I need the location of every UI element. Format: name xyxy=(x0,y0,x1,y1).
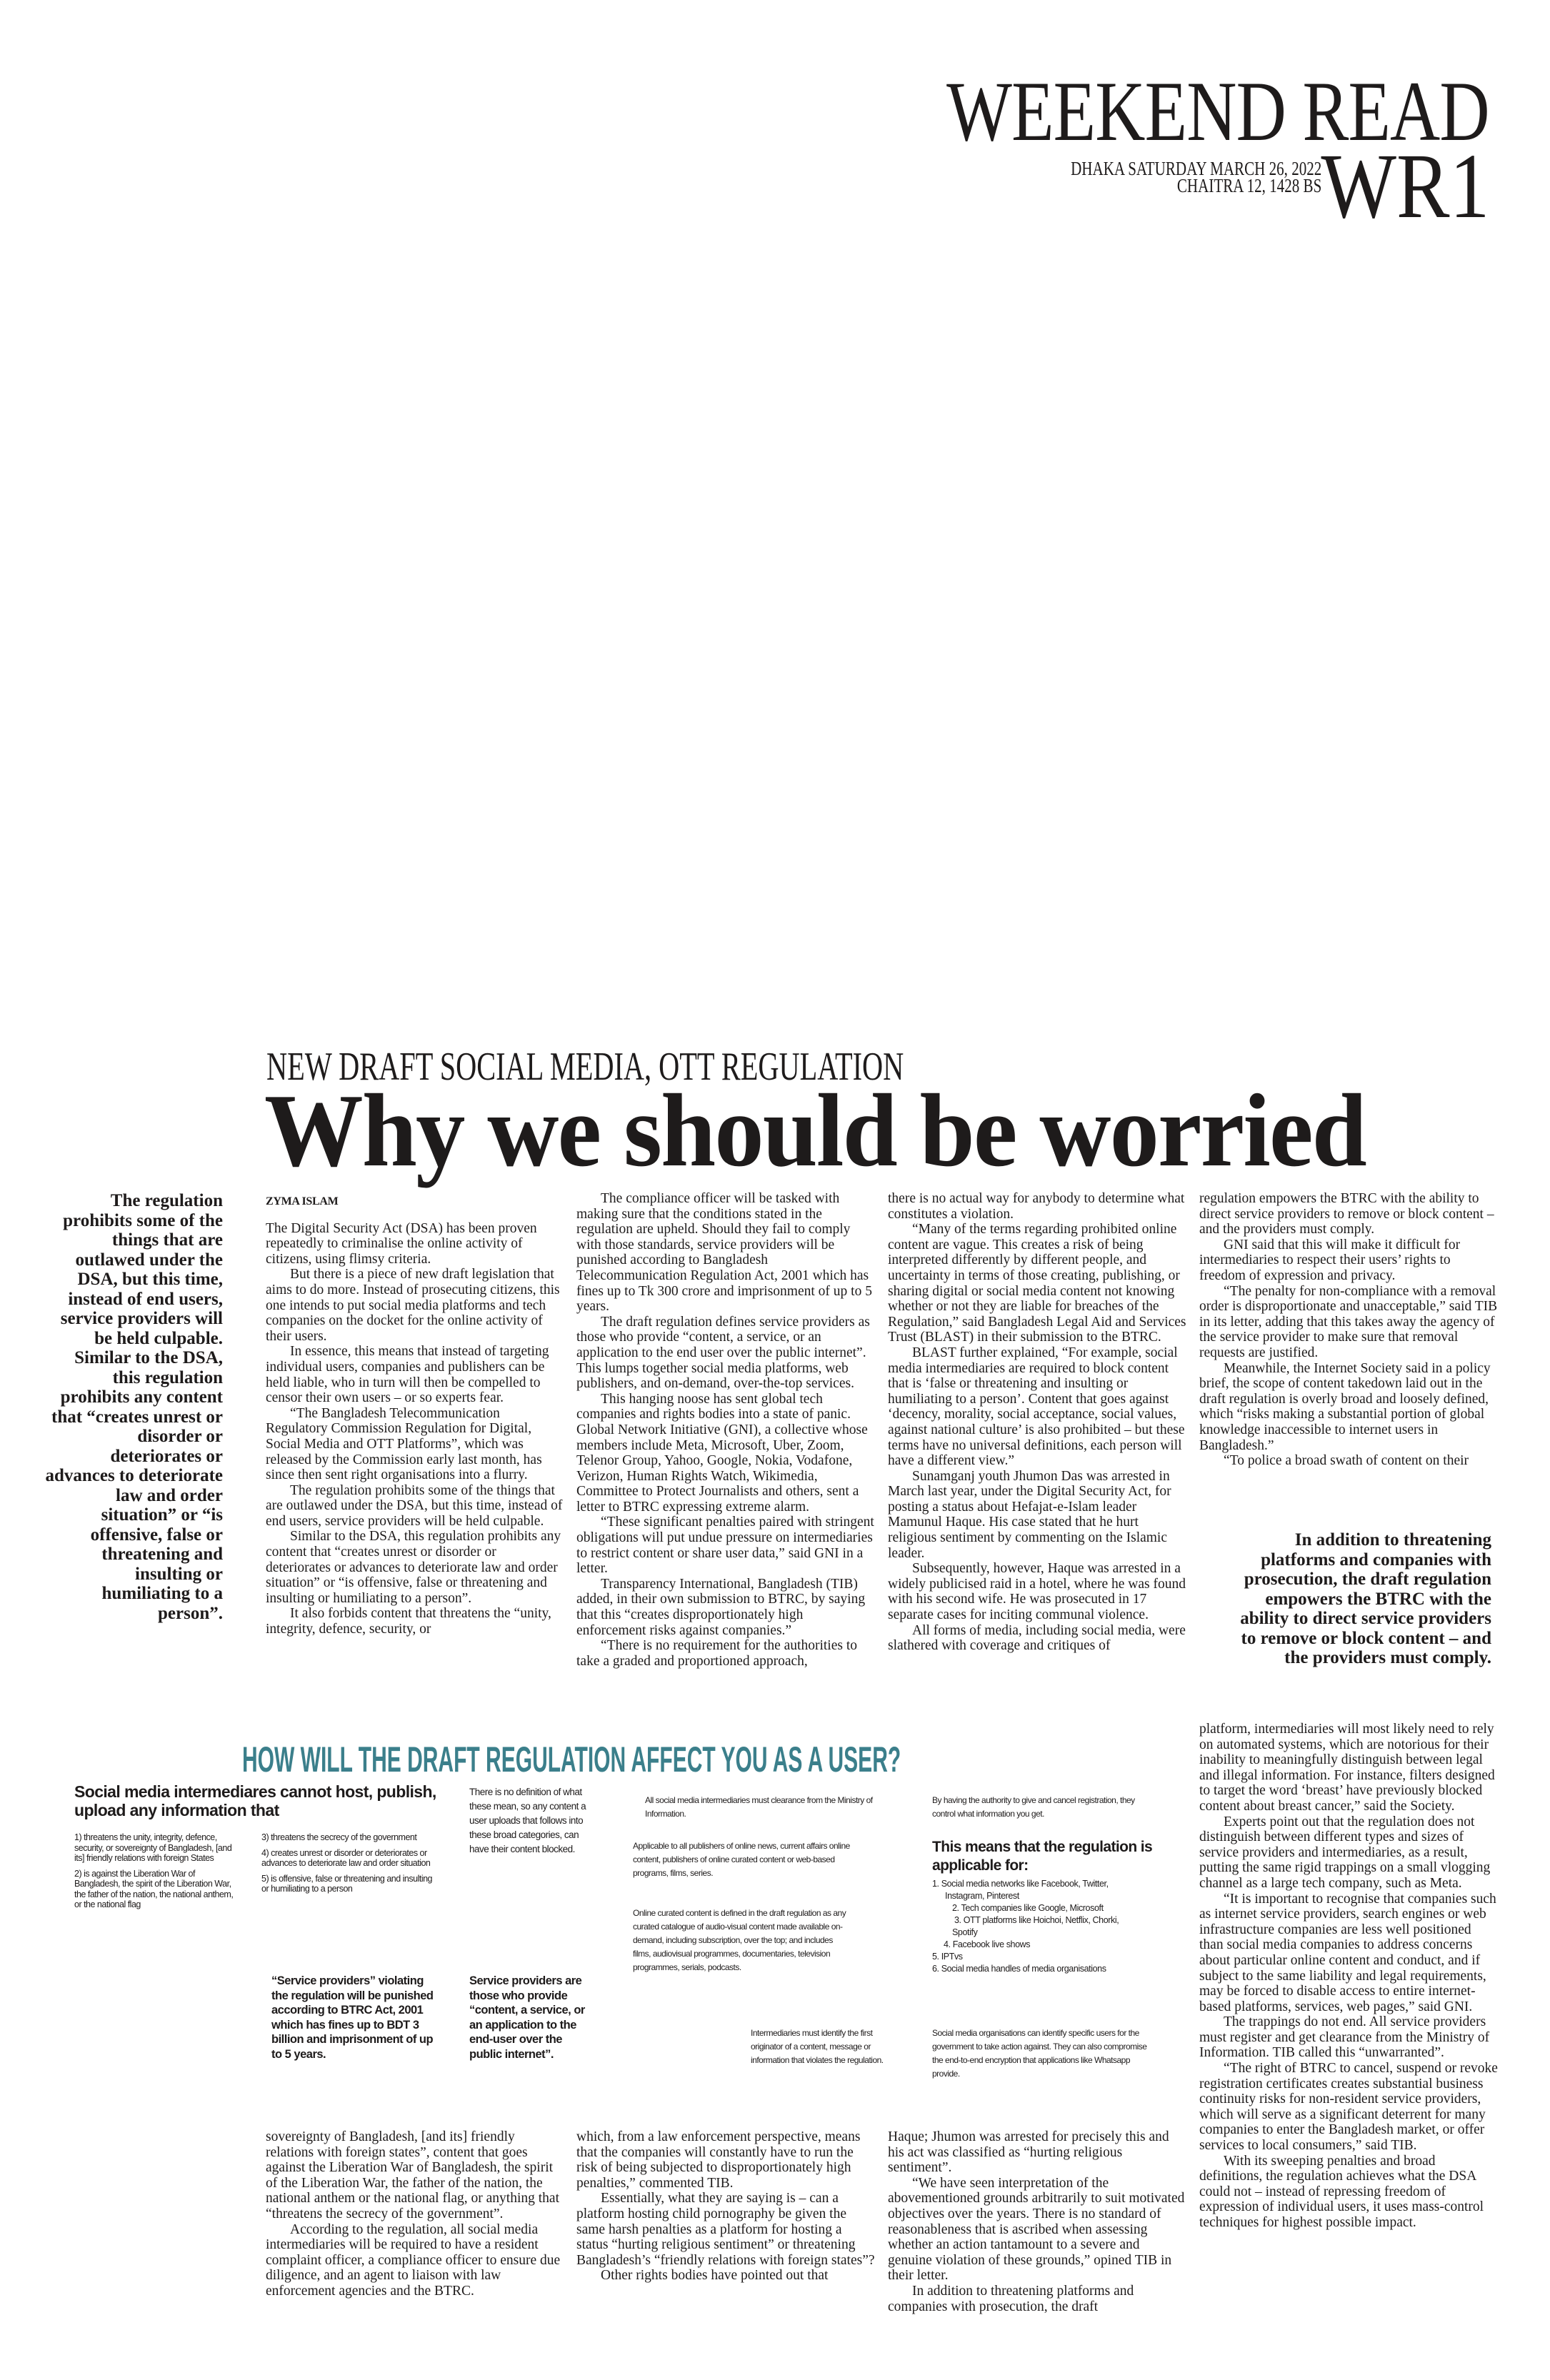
prohibited-heading: Social media intermediares cannot host, … xyxy=(74,1782,436,1819)
infographic-title: HOW WILL THE DRAFT REGULATION AFFECT YOU… xyxy=(242,1739,901,1779)
column-2-bottom: which, from a law enforcement perspectiv… xyxy=(576,2129,875,2284)
article-paragraph: platform, intermediaries will most likel… xyxy=(1199,1722,1495,1814)
article-paragraph: “There is no requirement for the authori… xyxy=(576,1638,857,1669)
column-2-top: The compliance officer will be tasked wi… xyxy=(576,1191,875,1669)
date-gregorian: DHAKA SATURDAY MARCH 26, 2022 xyxy=(1070,158,1321,179)
curated-content-note: Online curated content is defined in the… xyxy=(633,1908,846,1972)
applicable-item: 6. Social media handles of media organis… xyxy=(932,1964,1106,1974)
article-paragraph: Sunamganj youth Jhumon Das was arrested … xyxy=(888,1468,1171,1561)
article-paragraph: Transparency International, Bangladesh (… xyxy=(576,1576,866,1638)
applicable-item: Instagram, Pinterest xyxy=(945,1891,1019,1901)
column-1-top: ZYMA ISLAM The Digital Security Act (DSA… xyxy=(266,1194,564,1637)
article-paragraph: Subsequently, however, Haque was arreste… xyxy=(888,1561,1186,1623)
article-paragraph: Similar to the DSA, this regulation proh… xyxy=(266,1529,561,1606)
article-paragraph: Other rights bodies have pointed out tha… xyxy=(601,2268,829,2284)
article-paragraph: But there is a piece of new draft legisl… xyxy=(266,1267,560,1344)
dateline: DHAKA SATURDAY MARCH 26, 2022 CHAITRA 12… xyxy=(1070,158,1321,196)
page-number: WR1 xyxy=(1320,135,1489,238)
article-paragraph: In essence, this means that instead of t… xyxy=(266,1344,549,1406)
article-paragraph: “The penalty for non-compliance with a r… xyxy=(1199,1283,1498,1360)
article-paragraph: “The right of BTRC to cancel, suspend or… xyxy=(1199,2061,1498,2154)
article-paragraph: According to the regulation, all social … xyxy=(266,2221,561,2299)
article-paragraph: “To police a broad swath of content on t… xyxy=(1224,1453,1469,1469)
article-paragraph: GNI said that this will make it difficul… xyxy=(1199,1237,1461,1283)
applicable-item: 1. Social media networks like Facebook, … xyxy=(932,1879,1109,1889)
article-paragraph: “The Bangladesh Telecommunication Regula… xyxy=(266,1405,542,1483)
column-3-bottom: Haque; Jhumon was arrested for precisely… xyxy=(888,2129,1186,2314)
pull-quote-right: In addition to threatening platforms and… xyxy=(1240,1530,1491,1667)
article-paragraph: “These significant penalties paired with… xyxy=(576,1515,874,1577)
article-paragraph: It also forbids content that threatens t… xyxy=(266,1606,551,1637)
penalty-note: “Service providers” violating the regula… xyxy=(271,1974,434,2061)
applicable-heading: This means that the regulation is applic… xyxy=(932,1839,1153,1874)
article-paragraph: In addition to threatening platforms and… xyxy=(888,2283,1134,2314)
prohibited-item: 4) creates unrest or disorder or deterio… xyxy=(261,1847,431,1869)
article-paragraph: “We have seen interpretation of the abov… xyxy=(888,2175,1185,2284)
prohibited-list-left: 1) threatens the unity, integrity, defen… xyxy=(74,1832,239,1915)
section-title: WEEKEND READ xyxy=(946,64,1489,159)
pull-quote-left: The regulation prohibits some of the thi… xyxy=(45,1191,223,1623)
service-providers-note: Service providers are those who provide … xyxy=(469,1974,585,2061)
article-headline: Why we should be worried xyxy=(264,1073,1367,1188)
byline: ZYMA ISLAM xyxy=(266,1195,339,1207)
article-paragraph: The compliance officer will be tasked wi… xyxy=(576,1191,872,1315)
article-paragraph: BLAST further explained, “For example, s… xyxy=(888,1345,1185,1469)
prohibited-item: 3) threatens the secrecy of the governme… xyxy=(261,1832,417,1842)
applicable-item: 5. IPTvs xyxy=(932,1952,963,1962)
date-bangla: CHAITRA 12, 1428 BS xyxy=(1176,175,1321,196)
article-paragraph: The regulation prohibits some of the thi… xyxy=(266,1482,563,1529)
no-definition-note: There is no definition of what these mea… xyxy=(469,1787,586,1854)
article-kicker: NEW DRAFT SOCIAL MEDIA, OTT REGULATION xyxy=(266,1045,904,1089)
article-paragraph: regulation empowers the BTRC with the ab… xyxy=(1199,1191,1494,1237)
identify-users-note: Social media organisations can identify … xyxy=(932,2028,1147,2079)
article-paragraph: All forms of media, including social med… xyxy=(888,1622,1186,1654)
column-1-bottom: sovereignty of Bangladesh, [and its] fri… xyxy=(266,2129,564,2299)
article-paragraph: Essentially, what they are saying is – c… xyxy=(576,2191,875,2268)
column-4-top: regulation empowers the BTRC with the ab… xyxy=(1199,1191,1498,1469)
applicable-item: 3. OTT platforms like Hoichoi, Netflix, … xyxy=(954,1915,1119,1925)
article-paragraph: The draft regulation defines service pro… xyxy=(576,1314,870,1392)
registration-note: By having the authority to give and canc… xyxy=(932,1795,1135,1819)
article-paragraph: The Digital Security Act (DSA) has been … xyxy=(266,1220,537,1267)
applicable-item: 4. Facebook live shows xyxy=(944,1939,1031,1949)
article-paragraph: there is no actual way for anybody to de… xyxy=(888,1191,1185,1222)
prohibited-item: 5) is offensive, false or threatening an… xyxy=(261,1873,433,1894)
applicable-list: 1. Social media networks like Facebook, … xyxy=(932,1878,1168,1975)
article-paragraph: With its sweeping penalties and broad de… xyxy=(1199,2153,1484,2230)
prohibited-item: 1) threatens the unity, integrity, defen… xyxy=(74,1832,232,1863)
applicable-note: Applicable to all publishers of online n… xyxy=(633,1841,850,1878)
article-paragraph: “It is important to recognise that compa… xyxy=(1199,1891,1496,2014)
article-paragraph: Haque; Jhumon was arrested for precisely… xyxy=(888,2129,1169,2176)
article-paragraph: The trappings do not end. All service pr… xyxy=(1199,2014,1490,2061)
applicable-item: 2. Tech companies like Google, Microsoft xyxy=(952,1903,1104,1913)
prohibited-item: 2) is against the Liberation War of Bang… xyxy=(74,1868,234,1910)
applicable-item: Spotify xyxy=(952,1927,978,1937)
article-paragraph: Experts point out that the regulation do… xyxy=(1199,1814,1491,1891)
prohibited-list-right: 3) threatens the secrecy of the governme… xyxy=(261,1832,433,1899)
article-paragraph: sovereignty of Bangladesh, [and its] fri… xyxy=(266,2129,560,2221)
article-paragraph: Meanwhile, the Internet Society said in … xyxy=(1199,1360,1491,1453)
clearance-note: All social media intermediaries must cle… xyxy=(645,1795,873,1819)
column-3-top: there is no actual way for anybody to de… xyxy=(888,1191,1186,1654)
article-paragraph: This hanging noose has sent global tech … xyxy=(576,1391,868,1515)
article-paragraph: which, from a law enforcement perspectiv… xyxy=(576,2129,861,2191)
originator-note: Intermediaries must identify the first o… xyxy=(751,2028,884,2065)
article-paragraph: “Many of the terms regarding prohibited … xyxy=(888,1222,1186,1345)
column-4-bottom: platform, intermediaries will most likel… xyxy=(1199,1722,1498,2231)
